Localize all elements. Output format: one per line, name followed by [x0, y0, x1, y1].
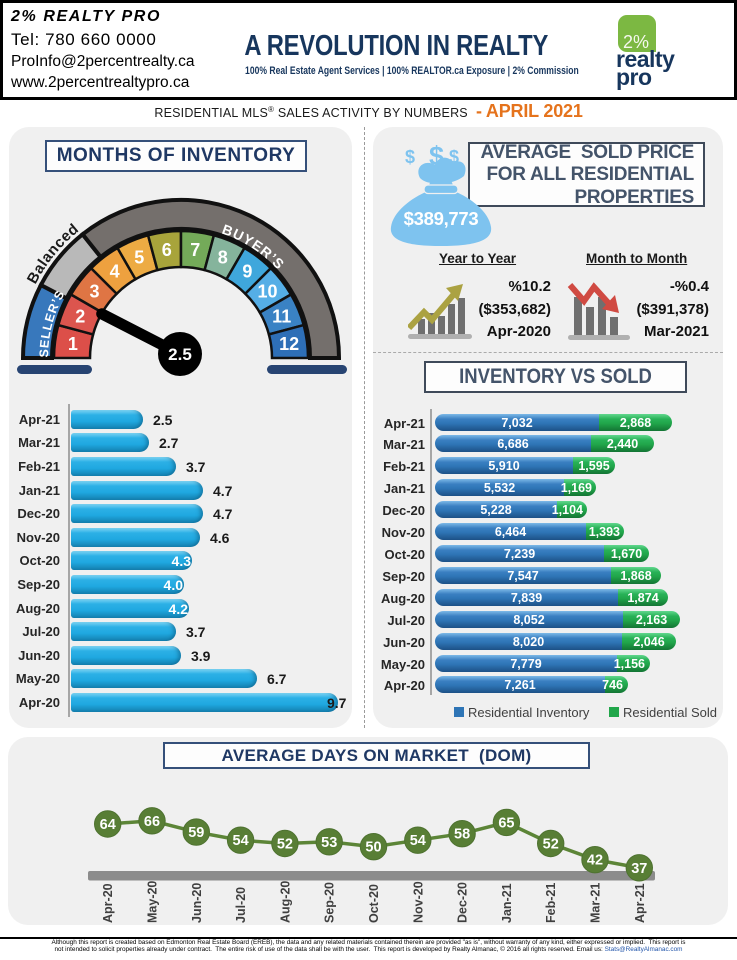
- svg-text:54: 54: [410, 833, 426, 849]
- svg-text:Oct-20: Oct-20: [367, 884, 381, 923]
- svg-text:50: 50: [365, 840, 381, 856]
- svg-text:12: 12: [279, 334, 299, 354]
- svg-text:42: 42: [587, 853, 603, 869]
- svg-text:May-20: May-20: [146, 881, 160, 923]
- svg-text:$389,773: $389,773: [404, 208, 479, 229]
- svg-text:37: 37: [631, 861, 647, 877]
- svg-text:6: 6: [162, 240, 172, 260]
- svg-text:Nov-20: Nov-20: [411, 881, 425, 923]
- svg-text:8: 8: [218, 247, 228, 267]
- svg-text:64: 64: [100, 817, 116, 833]
- svg-text:59: 59: [188, 825, 204, 841]
- svg-text:Jun-20: Jun-20: [190, 883, 204, 923]
- svg-text:66: 66: [144, 814, 160, 830]
- svg-text:Jan-21: Jan-21: [500, 883, 514, 923]
- svg-text:10: 10: [257, 282, 277, 302]
- svg-text:Sep-20: Sep-20: [323, 882, 337, 923]
- svg-text:$: $: [405, 147, 415, 167]
- svg-text:Apr-20: Apr-20: [101, 883, 115, 923]
- svg-text:Feb-21: Feb-21: [544, 883, 558, 923]
- svg-text:1: 1: [68, 334, 78, 354]
- svg-text:$: $: [449, 147, 459, 167]
- svg-text:5: 5: [134, 247, 144, 267]
- svg-text:11: 11: [272, 306, 291, 326]
- svg-text:58: 58: [454, 827, 470, 843]
- svg-text:Apr-21: Apr-21: [633, 883, 647, 923]
- svg-text:53: 53: [321, 835, 337, 851]
- svg-text:Aug-20: Aug-20: [278, 881, 292, 923]
- svg-text:Dec-20: Dec-20: [456, 882, 470, 923]
- svg-text:65: 65: [498, 815, 514, 831]
- svg-text:7: 7: [190, 240, 200, 260]
- svg-text:Jul-20: Jul-20: [234, 887, 248, 923]
- svg-text:2.5: 2.5: [168, 345, 192, 364]
- svg-text:9: 9: [242, 262, 252, 282]
- svg-text:52: 52: [543, 837, 559, 853]
- svg-text:3: 3: [89, 282, 99, 302]
- svg-text:Mar-21: Mar-21: [589, 883, 603, 923]
- svg-text:52: 52: [277, 837, 293, 853]
- svg-text:2: 2: [75, 306, 85, 326]
- svg-text:54: 54: [233, 833, 249, 849]
- svg-text:4: 4: [110, 262, 120, 282]
